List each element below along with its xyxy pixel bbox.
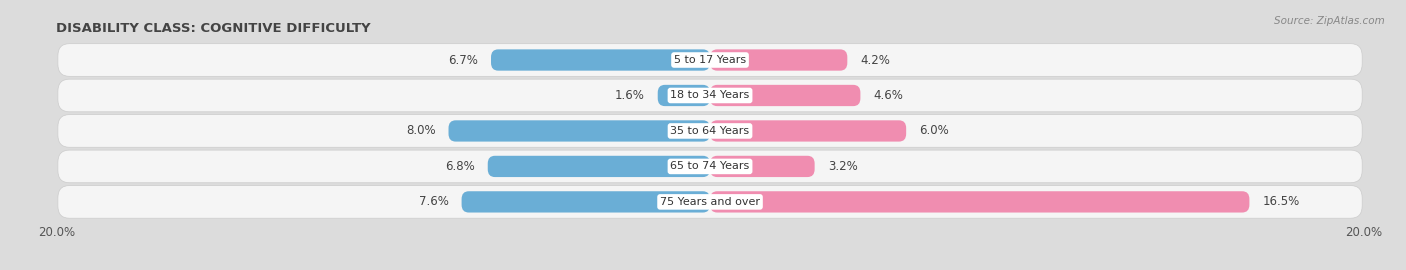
Text: 18 to 34 Years: 18 to 34 Years (671, 90, 749, 100)
FancyBboxPatch shape (58, 115, 1362, 147)
FancyBboxPatch shape (488, 156, 710, 177)
FancyBboxPatch shape (58, 150, 1362, 183)
FancyBboxPatch shape (710, 156, 814, 177)
Text: 5 to 17 Years: 5 to 17 Years (673, 55, 747, 65)
FancyBboxPatch shape (461, 191, 710, 212)
Text: 3.2%: 3.2% (828, 160, 858, 173)
Text: DISABILITY CLASS: COGNITIVE DIFFICULTY: DISABILITY CLASS: COGNITIVE DIFFICULTY (56, 22, 371, 35)
FancyBboxPatch shape (658, 85, 710, 106)
FancyBboxPatch shape (58, 44, 1362, 76)
Text: 6.0%: 6.0% (920, 124, 949, 137)
FancyBboxPatch shape (449, 120, 710, 141)
FancyBboxPatch shape (58, 185, 1362, 218)
Text: 8.0%: 8.0% (406, 124, 436, 137)
Text: 65 to 74 Years: 65 to 74 Years (671, 161, 749, 171)
FancyBboxPatch shape (710, 85, 860, 106)
Text: 35 to 64 Years: 35 to 64 Years (671, 126, 749, 136)
Text: 1.6%: 1.6% (614, 89, 644, 102)
Text: 6.7%: 6.7% (449, 53, 478, 66)
Text: 4.6%: 4.6% (873, 89, 903, 102)
Text: Source: ZipAtlas.com: Source: ZipAtlas.com (1274, 16, 1385, 26)
FancyBboxPatch shape (491, 49, 710, 71)
Text: 4.2%: 4.2% (860, 53, 890, 66)
FancyBboxPatch shape (58, 79, 1362, 112)
FancyBboxPatch shape (710, 191, 1250, 212)
Text: 6.8%: 6.8% (444, 160, 475, 173)
Text: 75 Years and over: 75 Years and over (659, 197, 761, 207)
Text: 7.6%: 7.6% (419, 195, 449, 208)
Text: 16.5%: 16.5% (1263, 195, 1299, 208)
FancyBboxPatch shape (710, 49, 848, 71)
FancyBboxPatch shape (710, 120, 905, 141)
